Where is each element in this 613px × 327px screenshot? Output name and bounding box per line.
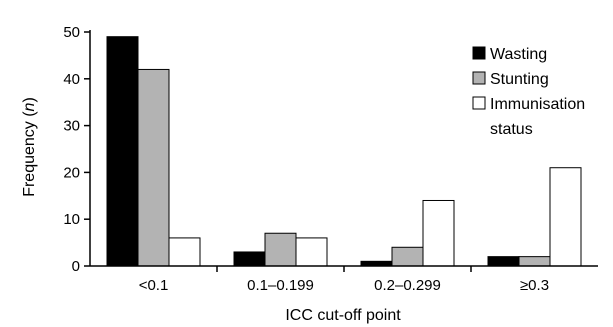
x-tick-label: 0.1–0.199 bbox=[247, 277, 314, 294]
x-tick-label: ≥0.3 bbox=[520, 277, 549, 294]
y-axis-label-text: Frequency ( bbox=[21, 111, 38, 197]
y-tick-label: 50 bbox=[63, 24, 80, 41]
legend-label: Wasting bbox=[490, 46, 547, 63]
y-axis-label-close: ) bbox=[21, 97, 38, 102]
bar-immunisation-status-1 bbox=[295, 237, 328, 267]
legend-label: status bbox=[490, 121, 533, 138]
axes-group: 0 10 20 30 40 50 <0.1 0.1–0.199 0.2–0.299 ≥0.3 bbox=[63, 24, 598, 294]
x-tick-label: <0.1 bbox=[139, 277, 169, 294]
y-tick-label: 10 bbox=[63, 211, 80, 228]
legend-swatch-wasting bbox=[472, 46, 486, 60]
legend-label: Stunting bbox=[490, 71, 549, 88]
bars-group bbox=[106, 36, 582, 267]
bar-wasting-1 bbox=[233, 251, 266, 267]
x-axis-label: ICC cut-off point bbox=[285, 307, 401, 324]
y-tick-label: 30 bbox=[63, 118, 80, 135]
legend-label: Immunisation bbox=[490, 96, 585, 113]
y-axis-label: Frequency (n) bbox=[21, 97, 38, 197]
y-tick-label: 0 bbox=[72, 258, 80, 275]
y-axis-label-italic: n bbox=[21, 102, 38, 111]
bar-wasting-3 bbox=[487, 256, 520, 267]
bar-immunisation-status-3 bbox=[549, 167, 582, 267]
bar-immunisation-status-2 bbox=[422, 199, 455, 267]
bar-stunting-1 bbox=[264, 232, 297, 267]
bar-immunisation-status-0 bbox=[168, 237, 201, 267]
legend-swatch-stunting bbox=[472, 71, 486, 85]
legend-swatch-immunisation-status bbox=[472, 96, 486, 110]
bar-wasting-0 bbox=[106, 36, 139, 267]
legend: Wasting Stunting Immunisation status bbox=[472, 46, 585, 138]
bar-stunting-3 bbox=[518, 256, 551, 267]
bar-stunting-0 bbox=[137, 68, 170, 267]
bar-stunting-2 bbox=[391, 246, 424, 267]
y-tick-label: 40 bbox=[63, 71, 80, 88]
x-tick-label: 0.2–0.299 bbox=[374, 277, 441, 294]
y-tick-label: 20 bbox=[63, 164, 80, 181]
